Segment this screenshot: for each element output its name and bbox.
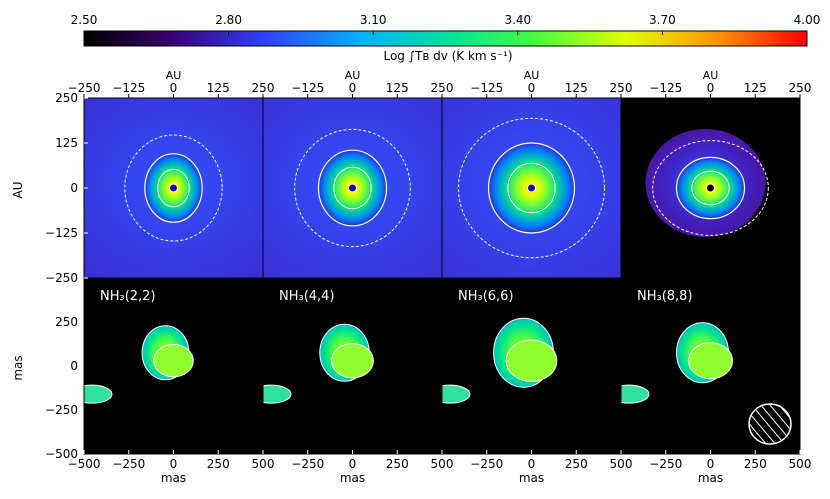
top-panel-4	[620, 97, 801, 279]
emission-feature	[84, 384, 113, 404]
x-tick-label: −250	[112, 457, 145, 471]
bottom-panel-2: NH₃(4,4)	[262, 277, 443, 455]
top-axis-tick-label: 250	[431, 81, 454, 95]
emission-feature	[621, 384, 650, 404]
top-panel-1	[83, 97, 264, 279]
top-row-y-axis-title: AU	[11, 182, 25, 199]
top-axis-title: AU	[166, 69, 182, 82]
x-tick-label: 250	[207, 457, 230, 471]
contour-outer	[124, 134, 223, 242]
colorbar-tick-label: 3.10	[360, 13, 387, 27]
top-axis-tick-label: 125	[386, 81, 409, 95]
top-axis-tick-label: −250	[68, 81, 101, 95]
axes: −250 −125 0 125 250 AU −125 0 125 250 AU −125 0 125 25…	[45, 69, 811, 485]
x-axis-title: mas	[519, 471, 544, 485]
top-y-tick-label: −125	[45, 226, 78, 240]
top-y-tick-label: 250	[55, 91, 78, 105]
x-axis-title: mas	[698, 471, 723, 485]
contour-inner	[333, 166, 372, 210]
colorbar-tick-label: 4.00	[794, 13, 821, 27]
top-axis-tick-label: −125	[291, 81, 324, 95]
colorbar-gradient	[83, 30, 808, 47]
contour-outer	[652, 140, 769, 236]
panel-label: NH₃(2,2)	[100, 289, 156, 304]
top-axis-tick-label: 0	[170, 81, 178, 95]
contour-outer	[294, 128, 411, 248]
x-tick-label: −250	[649, 457, 682, 471]
central-source	[706, 183, 715, 193]
colorbar: 2.50 2.80 3.10 3.40 3.70 4.00 Log ∫Tʙ dv (K k…	[71, 13, 821, 63]
bottom-y-tick-label: 0	[70, 359, 78, 373]
top-panel-2	[262, 97, 443, 279]
emission-feature	[442, 384, 471, 404]
bottom-row-y-axis-title: mas	[11, 355, 25, 380]
top-axis-tick-label: 125	[744, 81, 767, 95]
x-tick-label: −500	[68, 457, 101, 471]
contour-inner	[507, 162, 556, 214]
x-tick-label: 0	[528, 457, 536, 471]
colorbar-ticks: 2.50 2.80 3.10 3.40 3.70 4.00	[71, 13, 821, 35]
top-axis-tick-label: 0	[707, 81, 715, 95]
top-panel-3	[441, 97, 622, 279]
x-tick-label: 250	[386, 457, 409, 471]
top-axis-tick-label: −125	[649, 81, 682, 95]
beam-ellipse	[748, 403, 792, 445]
x-tick-label: 250	[744, 457, 767, 471]
central-source	[527, 183, 536, 193]
x-tick-label: 500	[789, 457, 812, 471]
x-tick-label: −250	[470, 457, 503, 471]
central-source	[169, 183, 178, 193]
top-axis-title: AU	[345, 69, 361, 82]
central-source	[348, 183, 357, 193]
top-axis-tick-label: 250	[252, 81, 275, 95]
top-axis-title: AU	[524, 69, 540, 82]
x-tick-label: −250	[291, 457, 324, 471]
bottom-y-tick-label: −250	[45, 403, 78, 417]
bottom-panel-3: NH₃(6,6)	[441, 277, 622, 455]
x-axis-title: mas	[340, 471, 365, 485]
contour-outer	[457, 117, 606, 259]
x-tick-label: 0	[707, 457, 715, 471]
panel-label: NH₃(6,6)	[458, 289, 514, 304]
x-tick-label: 0	[349, 457, 357, 471]
top-axis-tick-label: 0	[528, 81, 536, 95]
top-axis-tick-label: −125	[112, 81, 145, 95]
panel-label: NH₃(8,8)	[637, 289, 693, 304]
top-y-tick-label: 125	[55, 136, 78, 150]
bottom-panel-4: NH₃(8,8)	[620, 277, 801, 455]
colorbar-tick-label: 2.80	[215, 13, 242, 27]
top-axis-tick-label: 125	[565, 81, 588, 95]
colorbar-tick-label: 2.50	[71, 13, 98, 27]
panel-grid: NH₃(2,2) NH₃(4,4) NH₃(6,6) NH₃(8,8)	[83, 97, 801, 455]
top-axis-tick-label: 0	[349, 81, 357, 95]
colorbar-tick-label: 3.70	[649, 13, 676, 27]
emission-core	[688, 342, 733, 380]
top-axis-title: AU	[703, 69, 719, 82]
top-y-tick-label: 0	[70, 181, 78, 195]
x-tick-label: 500	[431, 457, 454, 471]
top-axis-tick-label: −125	[470, 81, 503, 95]
bottom-y-tick-label: 250	[55, 315, 78, 329]
top-axis-tick-label: 125	[207, 81, 230, 95]
x-tick-label: 500	[252, 457, 275, 471]
top-axis-tick-label: 250	[789, 81, 812, 95]
x-tick-label: 500	[610, 457, 633, 471]
x-axis-title: mas	[161, 471, 186, 485]
emission-core	[505, 339, 558, 382]
top-axis-tick-label: 250	[610, 81, 633, 95]
contour-inner	[157, 168, 190, 208]
panel-label: NH₃(4,4)	[279, 289, 335, 304]
emission-feature	[263, 384, 292, 404]
emission-core	[153, 344, 194, 378]
colorbar-label: Log ∫Tʙ dv (K km s⁻¹)	[383, 49, 512, 63]
emission-core	[331, 343, 374, 379]
colorbar-tick-label: 3.40	[504, 13, 531, 27]
contour-inner	[691, 170, 730, 206]
x-tick-label: 0	[170, 457, 178, 471]
x-tick-label: 250	[565, 457, 588, 471]
bottom-panel-1: NH₃(2,2)	[83, 277, 264, 455]
top-y-tick-label: −250	[45, 271, 78, 285]
bottom-y-tick-label: −500	[45, 447, 78, 461]
